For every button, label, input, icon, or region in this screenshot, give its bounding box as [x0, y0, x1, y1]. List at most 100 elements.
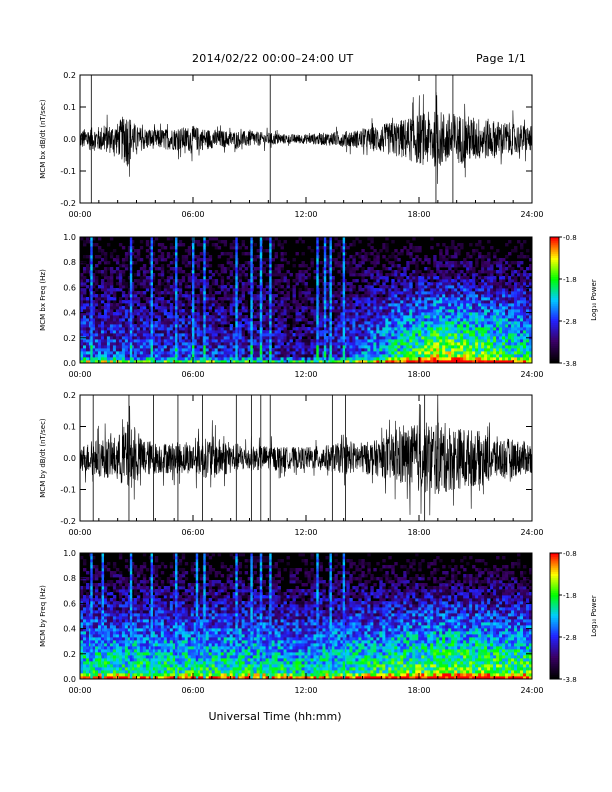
heatmap-cell — [205, 342, 210, 346]
heatmap-cell — [415, 294, 419, 298]
heatmap-cell — [85, 321, 90, 325]
heatmap-cell — [277, 273, 281, 277]
heatmap-cell — [277, 291, 281, 295]
heatmap-cell — [439, 279, 443, 283]
heatmap-cell — [406, 348, 410, 352]
heatmap-cell — [466, 282, 470, 286]
heatmap-cell — [436, 279, 440, 283]
heatmap-cell — [211, 324, 216, 328]
heatmap-cell — [334, 243, 338, 247]
heatmap-cell — [124, 360, 129, 364]
heatmap-cell — [529, 345, 533, 349]
heatmap-cell — [481, 282, 485, 286]
heatmap-cell — [271, 300, 275, 304]
heatmap-cell — [106, 279, 111, 283]
heatmap-cell — [355, 324, 359, 328]
heatmap-cell — [394, 342, 398, 346]
heatmap-cell — [220, 360, 225, 364]
heatmap-cell — [505, 261, 509, 265]
heatmap-cell — [205, 300, 210, 304]
heatmap-cell — [232, 246, 237, 250]
heatmap-cell — [199, 318, 204, 322]
heatmap-cell — [166, 348, 171, 352]
heatmap-cell — [115, 336, 120, 340]
heatmap-cell — [331, 360, 335, 364]
heatmap-cell — [490, 291, 494, 295]
heatmap-cell — [496, 360, 500, 364]
heatmap-cell — [463, 315, 467, 319]
heatmap-cell — [205, 258, 210, 262]
heatmap-cell — [196, 303, 201, 307]
heatmap-cell — [142, 348, 147, 352]
heatmap-cell — [484, 270, 488, 274]
heatmap-cell — [121, 246, 126, 250]
heatmap-cell — [124, 333, 129, 337]
heatmap-cell — [526, 309, 530, 313]
heatmap-cell — [526, 318, 530, 322]
heatmap-cell — [157, 351, 162, 355]
heatmap-cell — [472, 315, 476, 319]
heatmap-cell — [454, 282, 458, 286]
heatmap-cell — [118, 327, 123, 331]
heatmap-cell — [103, 333, 108, 337]
heatmap-cell — [379, 309, 383, 313]
heatmap-cell — [244, 348, 249, 352]
heatmap-cell — [460, 276, 464, 280]
heatmap-cell — [286, 354, 290, 358]
heatmap-cell — [301, 318, 305, 322]
heatmap-cell — [514, 285, 518, 289]
heatmap-cell — [520, 273, 524, 277]
heatmap-cell — [499, 264, 503, 268]
heatmap-cell — [118, 270, 123, 274]
heatmap-cell — [157, 345, 162, 349]
heatmap-cell — [493, 294, 497, 298]
heatmap-cell — [346, 270, 350, 274]
heatmap-cell — [247, 321, 252, 325]
heatmap-cell — [391, 333, 395, 337]
heatmap-cell — [241, 243, 246, 247]
heatmap-cell — [292, 309, 296, 313]
heatmap-cell — [406, 357, 410, 361]
heatmap-cell — [517, 357, 521, 361]
heatmap-cell — [427, 303, 431, 307]
heatmap-cell — [220, 297, 225, 301]
heatmap-cell — [526, 255, 530, 259]
heatmap-cell — [511, 318, 515, 322]
heatmap-cell — [433, 354, 437, 358]
heatmap-cell — [472, 282, 476, 286]
heatmap-cell — [271, 357, 275, 361]
heatmap-cell — [505, 324, 509, 328]
heatmap-cell — [220, 276, 225, 280]
heatmap-cell — [265, 339, 269, 343]
heatmap-cell — [175, 324, 180, 328]
heatmap-cell — [487, 360, 491, 364]
heatmap-cell — [247, 261, 252, 265]
heatmap-cell — [211, 348, 216, 352]
heatmap-cell — [133, 291, 138, 295]
heatmap-cell — [403, 345, 407, 349]
heatmap-cell — [487, 297, 491, 301]
heatmap-cell — [415, 336, 419, 340]
heatmap-cell — [382, 291, 386, 295]
heatmap-cell — [355, 291, 359, 295]
heatmap-cell — [169, 288, 174, 292]
heatmap-cell — [451, 360, 455, 364]
heatmap-cell — [457, 360, 461, 364]
heatmap-cell — [409, 261, 413, 265]
heatmap-cell — [457, 345, 461, 349]
heatmap-cell — [496, 258, 500, 262]
heatmap-cell — [388, 288, 392, 292]
heatmap-cell — [370, 252, 374, 256]
heatmap-cell — [373, 351, 377, 355]
heatmap-cell — [310, 348, 314, 352]
heatmap-cell — [496, 249, 500, 253]
heatmap-cell — [283, 321, 287, 325]
heatmap-cell — [385, 333, 389, 337]
heatmap-cell — [262, 294, 266, 298]
heatmap-cell — [226, 339, 231, 343]
heatmap-cell — [430, 333, 434, 337]
heatmap-cell — [517, 264, 521, 268]
heatmap-cell — [262, 237, 266, 241]
heatmap-cell — [280, 285, 284, 289]
heatmap-cell — [463, 285, 467, 289]
